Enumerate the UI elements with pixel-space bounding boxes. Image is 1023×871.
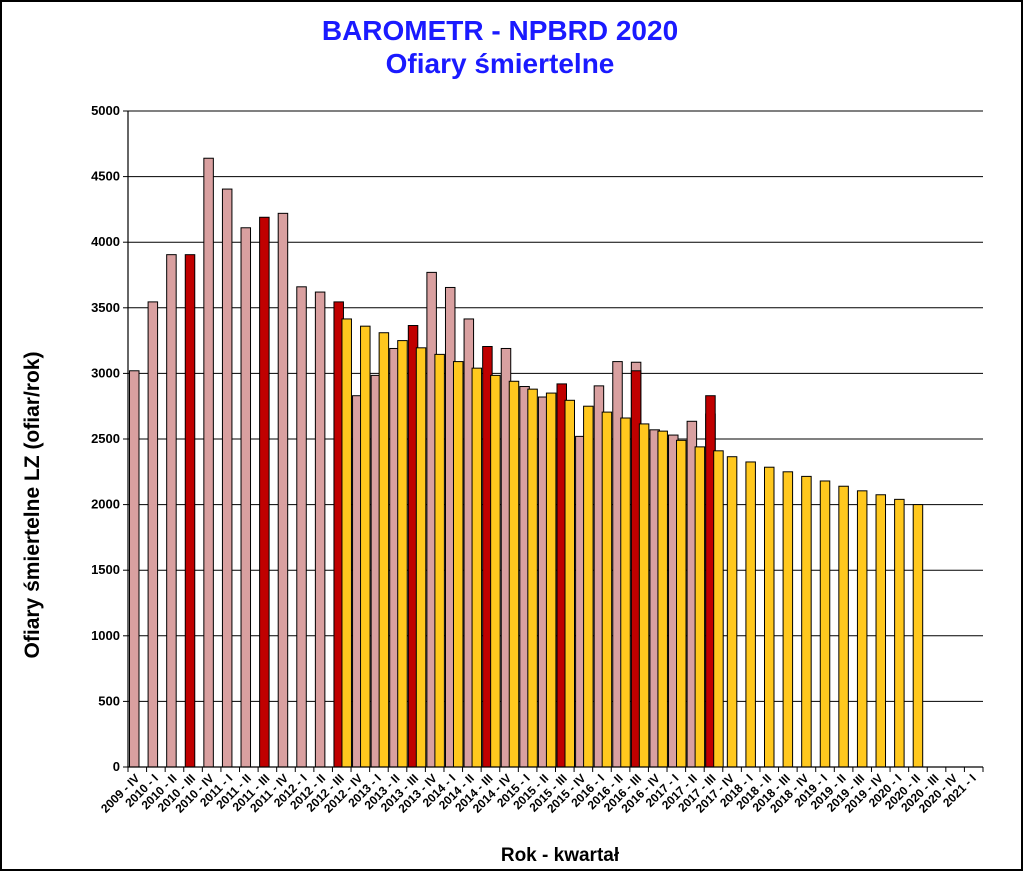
bar-yellow xyxy=(838,485,849,768)
y-tick-label: 500 xyxy=(98,693,120,708)
bar-pink xyxy=(277,212,289,768)
bar-yellow xyxy=(676,439,687,768)
bar-yellow xyxy=(801,475,812,768)
y-tick-label: 3500 xyxy=(91,300,120,315)
bar-yellow xyxy=(471,367,483,768)
y-tick-label: 2000 xyxy=(91,497,120,512)
bar-yellow xyxy=(856,490,868,768)
bar-yellow xyxy=(341,318,352,768)
bar-pink xyxy=(203,157,214,768)
bar-yellow xyxy=(397,340,408,768)
bar-pink xyxy=(240,227,252,768)
y-tick-label: 0 xyxy=(113,759,120,774)
bar-yellow xyxy=(545,392,557,768)
bar-pink xyxy=(314,291,326,768)
bar-yellow xyxy=(452,361,464,768)
bar-yellow xyxy=(638,423,650,768)
chart-title-block: BAROMETR - NPBRD 2020 Ofiary śmiertelne xyxy=(0,14,1000,80)
bar-yellow xyxy=(912,504,924,768)
bar-red xyxy=(184,254,196,768)
bar-pink xyxy=(296,286,307,768)
bar-yellow xyxy=(764,466,775,768)
bar-yellow xyxy=(360,325,371,768)
x-axis-label: Rok - kwartał xyxy=(500,845,620,866)
bar-pink xyxy=(221,188,233,768)
y-tick-label: 5000 xyxy=(91,103,120,118)
bar-yellow xyxy=(657,430,668,768)
bar-yellow xyxy=(745,461,756,768)
axes xyxy=(123,110,984,772)
bar-red xyxy=(259,216,270,768)
bar-yellow xyxy=(490,374,501,768)
chart-title: BAROMETR - NPBRD 2020 xyxy=(321,15,679,46)
bar-yellow xyxy=(564,399,575,768)
bar-yellow xyxy=(713,450,724,768)
y-tick-label: 4000 xyxy=(91,234,120,249)
bar-yellow xyxy=(508,380,520,768)
bars xyxy=(129,157,924,768)
bar-yellow xyxy=(620,417,631,768)
chart-subtitle: Ofiary śmiertelne xyxy=(385,48,615,79)
bar-yellow xyxy=(819,480,831,768)
bar-yellow xyxy=(782,471,794,768)
bar-yellow xyxy=(894,498,905,768)
bar-yellow xyxy=(527,388,538,768)
bar-pink xyxy=(166,254,177,768)
y-tick-label: 4500 xyxy=(91,169,120,184)
bar-yellow xyxy=(434,353,445,768)
y-tick-label: 1000 xyxy=(91,628,120,643)
y-tick-label: 3000 xyxy=(91,365,120,380)
bar-pink xyxy=(147,301,159,768)
bar-yellow xyxy=(415,347,427,768)
bar-yellow xyxy=(875,494,887,768)
y-tick-label: 1500 xyxy=(91,562,120,577)
bar-pink xyxy=(129,370,140,768)
bar-yellow xyxy=(601,411,613,768)
bar-yellow xyxy=(726,456,738,768)
bar-yellow xyxy=(694,446,706,768)
y-tick-label: 2500 xyxy=(91,431,120,446)
bar-yellow xyxy=(583,405,594,768)
y-tick-labels: 0 500 1000 1500 2000 2500 3000 3500 4000 4500 5000 xyxy=(91,103,120,774)
bar-yellow xyxy=(378,332,390,768)
